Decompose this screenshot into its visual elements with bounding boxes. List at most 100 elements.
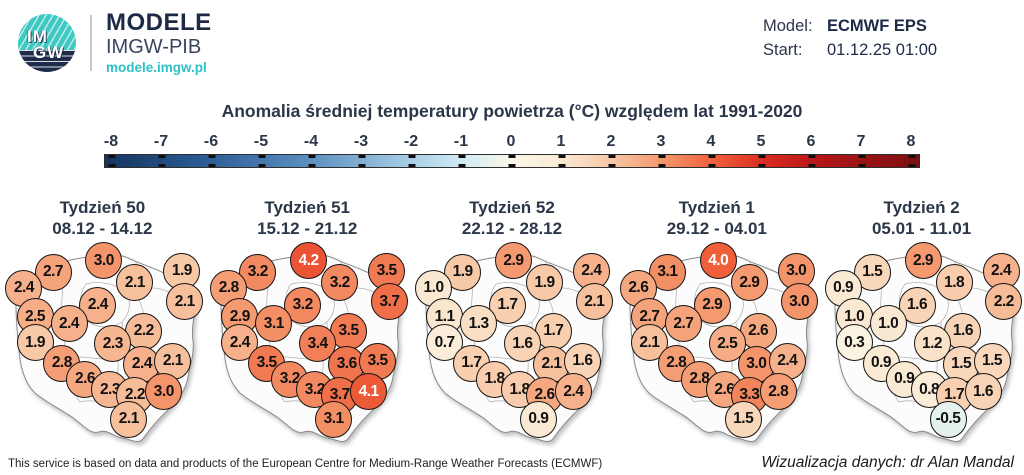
station-value-bubble: 0.8 — [910, 371, 948, 409]
colorbar-tick-mark — [258, 164, 266, 167]
brand-text: MODELE IMGW-PIB modele.imgw.pl — [106, 10, 212, 76]
colorbar-tick-mark — [108, 164, 116, 167]
station-value-bubble: 3.2 — [321, 264, 359, 302]
colorbar-tick-mark — [208, 164, 216, 167]
poland-map: 2.7 3.0 2.1 1.9 2.4 2.1 2.4 2.5 2.4 2.2 1.9 2.3 2.8 2… — [0, 242, 205, 451]
station-value-bubble: 2.4 — [768, 342, 806, 380]
station-value-bubble: 3.2 — [271, 360, 309, 398]
model-row: Model: ECMWF EPS — [763, 14, 937, 38]
station-value-bubble: 2.4 — [50, 305, 88, 343]
station-value-bubble: 3.0 — [780, 283, 818, 321]
colorbar-tick-mark — [358, 164, 366, 167]
station-value-bubble: 1.5 — [973, 342, 1011, 380]
station-value-bubble: 2.7 — [664, 305, 702, 343]
station-value-bubble: 2.2 — [985, 283, 1023, 321]
station-value-bubble: 3.1 — [315, 400, 353, 438]
station-value-bubble: 1.6 — [964, 373, 1002, 411]
colorbar-tick-mark — [258, 155, 266, 158]
colorbar-tick-mark — [358, 155, 366, 158]
station-value-bubble: 1.7 — [488, 286, 526, 324]
station-value-bubble: 3.0 — [145, 373, 183, 411]
brand-subtitle: IMGW-PIB — [106, 36, 202, 58]
colorbar-tick-label: -1 — [453, 133, 469, 150]
station-value-bubble: 0.9 — [519, 400, 557, 438]
colorbar-tick-label: -7 — [153, 133, 169, 150]
colorbar-labels: -8 -7 -6 -5 -4 -3 -2 -1 0 1 2 3 4 5 6 7 8 — [104, 133, 920, 152]
colorbar-tick-mark — [808, 155, 816, 158]
station-value-bubble: 0.3 — [835, 324, 873, 362]
colorbar-tick-mark — [858, 155, 866, 158]
colorbar-tick-label: -6 — [203, 133, 219, 150]
station-value-bubble: 1.5 — [853, 253, 891, 291]
week-label: Tydzień 51 — [264, 198, 351, 217]
poland-map: 3.2 4.2 3.2 3.5 2.8 3.7 3.2 2.9 3.1 3.5 2.4 3.4 3.5 3… — [205, 242, 410, 451]
colorbar-tick-mark — [558, 164, 566, 167]
colorbar-tick-label: 3 — [656, 133, 666, 150]
model-label: Model: — [763, 17, 813, 35]
colorbar-tick-mark — [908, 155, 916, 158]
colorbar-tick-mark — [108, 155, 116, 158]
colorbar-tick-label: 8 — [906, 133, 916, 150]
week-dates: 29.12 - 04.01 — [666, 219, 767, 238]
logo-text-gw: GW — [33, 43, 65, 62]
station-value-bubble: 2.1 — [575, 283, 613, 321]
model-value: ECMWF EPS — [827, 17, 927, 35]
station-value-bubble: 3.0 — [85, 242, 123, 280]
poland-map: 1.9 2.9 1.9 2.4 1.0 2.1 1.7 1.1 1.3 1.7 0.7 1.6 1.7 2… — [410, 242, 615, 451]
logo-navy-waves — [18, 49, 76, 72]
colorbar-tick-label: -5 — [253, 133, 269, 150]
colorbar-tick-mark — [408, 164, 416, 167]
poland-map: 3.1 4.0 2.9 3.0 2.6 3.0 2.9 2.7 2.7 2.6 2.1 2.5 2.8 3… — [614, 242, 819, 451]
station-value-bubble: 2.4 — [572, 252, 610, 290]
week-dates: 15.12 - 21.12 — [257, 219, 358, 238]
station-value-bubble: 2.9 — [494, 242, 532, 280]
colorbar-gradient — [104, 154, 920, 168]
colorbar-tick-label: 5 — [756, 133, 766, 150]
week-label: Tydzień 52 — [469, 198, 555, 217]
brand-url: modele.imgw.pl — [106, 60, 207, 75]
station-value-bubble: 4.1 — [350, 373, 388, 411]
station-value-bubble: 1.9 — [526, 264, 564, 302]
colorbar-tick-mark — [658, 164, 666, 167]
colorbar-tick-mark — [158, 164, 166, 167]
station-value-bubble: 2.8 — [759, 373, 797, 411]
colorbar-tick-mark — [708, 164, 716, 167]
colorbar-tick-label: 1 — [556, 133, 566, 150]
brand-title: MODELE — [106, 9, 212, 36]
colorbar-tick-mark — [558, 155, 566, 158]
week-dates: 22.12 - 28.12 — [461, 219, 563, 238]
logo-text-im: IM — [27, 27, 48, 46]
station-value-bubble: 1.9 — [444, 253, 482, 291]
colorbar-tick-mark — [608, 164, 616, 167]
colorbar-tick-mark — [458, 155, 466, 158]
week-label: Tydzień 1 — [678, 198, 755, 217]
station-value-bubble: 2.2 — [125, 312, 163, 350]
colorbar-tick-label: -8 — [103, 133, 119, 150]
station-value-bubble: -0.5 — [929, 400, 967, 438]
brand-block: IM GW MODELE IMGW-PIB modele.imgw.pl — [18, 10, 212, 76]
station-value-bubble: 2.1 — [110, 400, 148, 438]
colorbar-tick-mark — [308, 164, 316, 167]
week-map-column-3: Tydzień 52 22.12 - 28.12 1.9 2.9 1.9 2.4 1.0 2.… — [410, 197, 615, 451]
station-value-bubble: 2.1 — [154, 342, 192, 380]
colorbar-tick-label: 7 — [856, 133, 866, 150]
week-map-column-1: Tydzień 50 08.12 - 14.12 2.7 3.0 2.1 1.9 2.4 2.… — [0, 197, 205, 451]
station-value-bubble: 1.8 — [935, 264, 973, 302]
colorbar-tick-label: -3 — [353, 133, 369, 150]
colorbar-tick-mark — [908, 164, 916, 167]
week-map-column-4: Tydzień 1 29.12 - 04.01 3.1 4.0 2.9 3.0 2.6 3.0… — [614, 197, 819, 451]
colorbar-tick-mark — [508, 155, 516, 158]
station-value-bubble: 1.0 — [869, 305, 907, 343]
colorbar-tick-label: 2 — [606, 133, 616, 150]
station-value-bubble: 3.6 — [328, 345, 366, 383]
start-row: Start: 01.12.25 01:00 — [763, 38, 937, 62]
visualization-credit: Wizualizacja danych: dr Alan Mandal — [761, 454, 1014, 471]
colorbar-tick-mark — [858, 164, 866, 167]
colorbar-tick-mark — [308, 155, 316, 158]
colorbar-tick-mark — [458, 164, 466, 167]
station-value-bubble: 1.9 — [16, 324, 54, 362]
station-value-bubble: 1.9 — [163, 252, 201, 290]
week-map-column-5: Tydzień 2 05.01 - 11.01 1.5 2.9 1.8 2.4 0.9 2.2… — [819, 197, 1024, 451]
weekly-maps-row: Tydzień 50 08.12 - 14.12 2.7 3.0 2.1 1.9 2.4 2.… — [0, 197, 1024, 451]
colorbar: -8 -7 -6 -5 -4 -3 -2 -1 0 1 2 3 4 5 6 7 8 — [104, 133, 920, 168]
